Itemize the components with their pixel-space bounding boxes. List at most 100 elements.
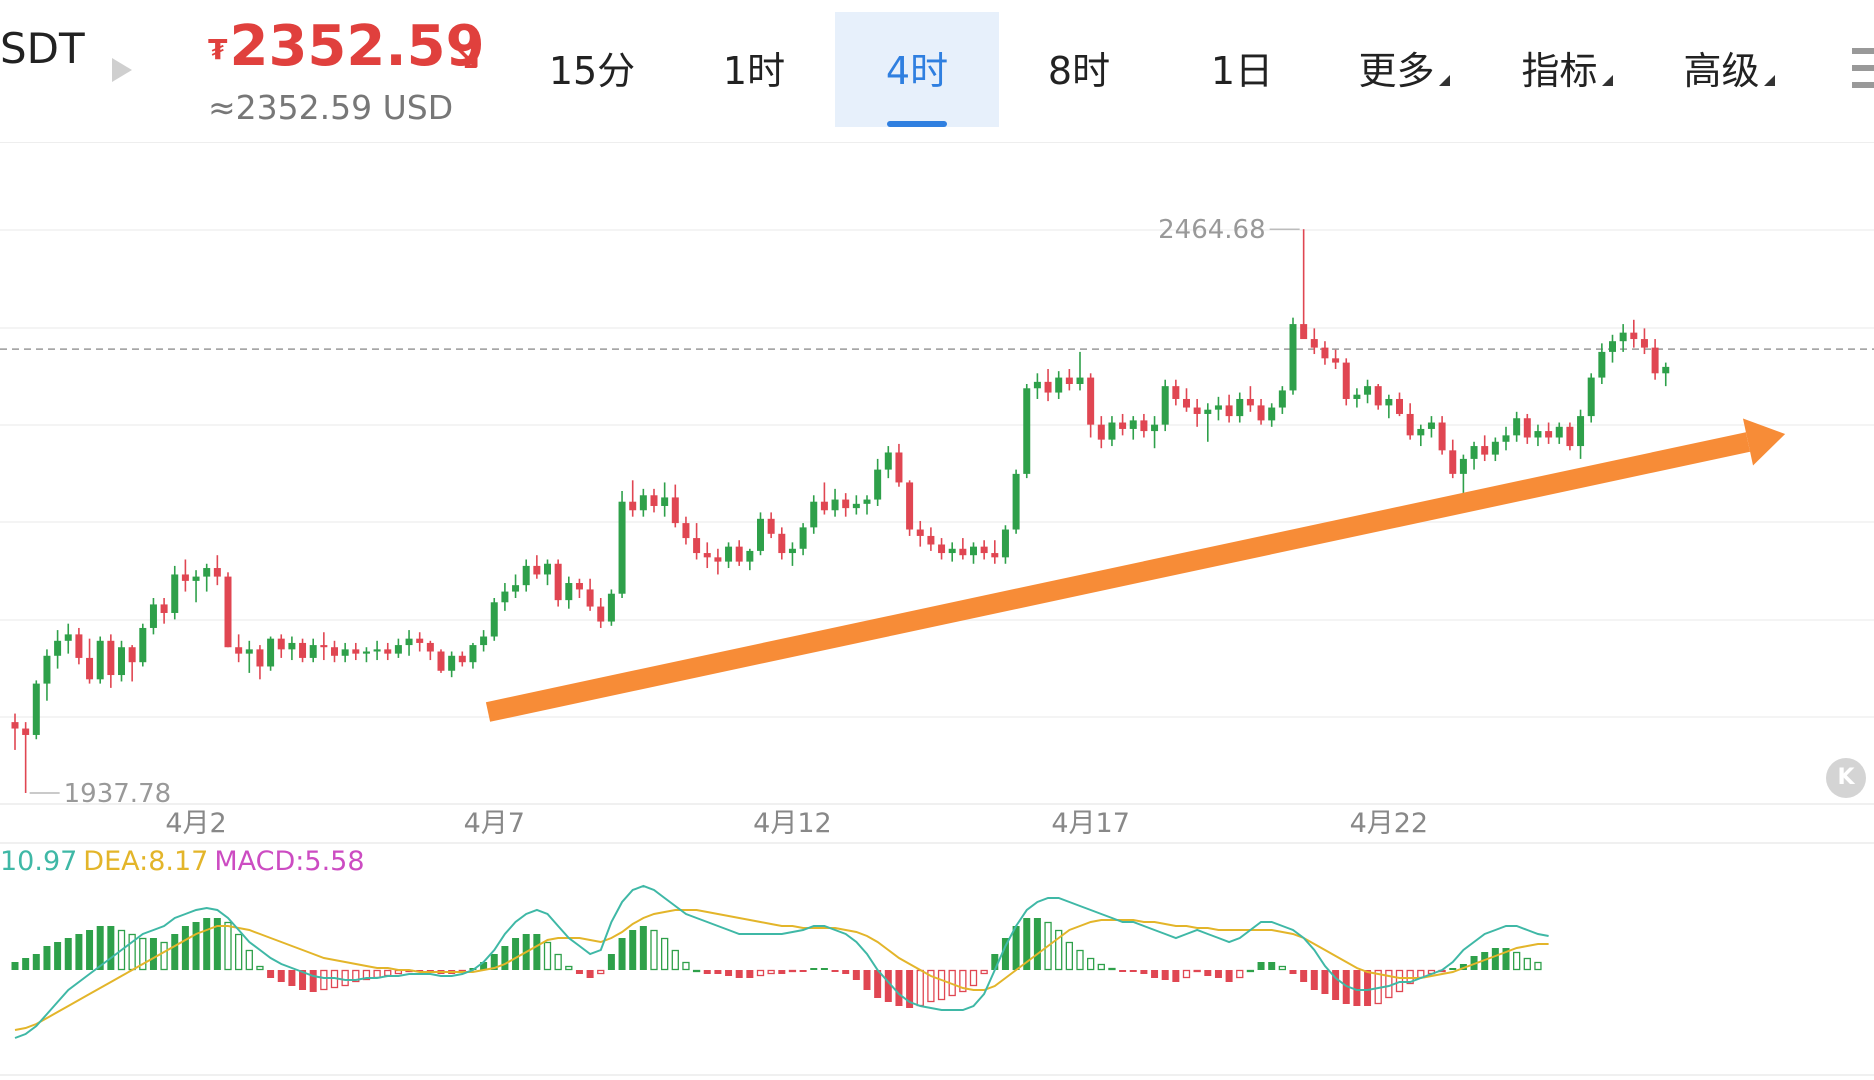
candle-body bbox=[1332, 358, 1340, 363]
macd-hist-bar bbox=[43, 946, 51, 970]
tab-label: 1日 bbox=[1210, 49, 1274, 93]
candle-body bbox=[288, 642, 296, 650]
macd-hist-bar bbox=[874, 970, 882, 998]
macd-hist-bar bbox=[703, 970, 711, 974]
candle-body bbox=[1342, 362, 1350, 399]
candle-body bbox=[1406, 413, 1414, 436]
candle-body bbox=[1619, 332, 1627, 342]
candle-body bbox=[1225, 405, 1233, 417]
candle-body bbox=[1087, 377, 1095, 425]
tab-4[interactable]: 1日 bbox=[1160, 12, 1324, 127]
tab-label: 15分 bbox=[548, 49, 636, 93]
candle-body bbox=[714, 557, 722, 562]
candle-body bbox=[96, 640, 104, 680]
x-tick-label: 4月12 bbox=[753, 808, 832, 839]
candle-body bbox=[1513, 418, 1521, 436]
macd-hist-bar bbox=[1278, 965, 1286, 971]
candle-body bbox=[160, 604, 168, 613]
candle-body bbox=[480, 636, 488, 646]
candle-body bbox=[1236, 398, 1244, 417]
candle-body bbox=[1364, 386, 1372, 395]
candle-body bbox=[320, 645, 328, 648]
candle-body bbox=[245, 649, 253, 654]
candle-body bbox=[501, 591, 509, 603]
candle-body bbox=[607, 593, 615, 622]
macd-hist-bar bbox=[288, 970, 296, 986]
candle-body bbox=[916, 529, 924, 536]
play-icon[interactable] bbox=[112, 58, 132, 82]
candle-body bbox=[1246, 398, 1254, 406]
macd-hist-bar bbox=[1449, 968, 1457, 970]
candle-body bbox=[362, 651, 370, 654]
macd-hist-bar bbox=[1023, 918, 1031, 970]
macd-hist-bar bbox=[501, 946, 509, 970]
menu-icon[interactable] bbox=[1852, 48, 1874, 88]
tab-label: 高级 bbox=[1683, 49, 1760, 93]
candle-body bbox=[927, 535, 935, 545]
tab-5[interactable]: 更多 bbox=[1322, 12, 1486, 127]
macd-hist-bar bbox=[32, 954, 40, 970]
macd-hist-bar bbox=[362, 969, 371, 981]
macd-hist-bar bbox=[160, 941, 168, 971]
x-tick-label: 4月2 bbox=[165, 808, 226, 839]
macd-hist-bar bbox=[565, 965, 573, 971]
macd-hist-bar bbox=[906, 970, 914, 1008]
macd-hist-bar bbox=[1001, 938, 1009, 970]
collapse-icon[interactable]: K bbox=[1826, 758, 1866, 798]
macd-hist-bar bbox=[543, 941, 552, 971]
candle-body bbox=[331, 647, 338, 656]
low-price-label: 1937.78 bbox=[64, 779, 172, 809]
macd-hist-bar bbox=[352, 969, 360, 983]
macd-hist-bar bbox=[1534, 961, 1542, 971]
candle-body bbox=[682, 523, 690, 539]
tab-6[interactable]: 指标 bbox=[1485, 12, 1649, 127]
candle-body bbox=[863, 499, 871, 504]
candle-body bbox=[650, 495, 658, 506]
macd-hist-bar bbox=[1236, 969, 1244, 979]
tab-1[interactable]: 1时 bbox=[672, 12, 836, 127]
candle-body bbox=[75, 634, 83, 658]
macd-hist-bar bbox=[64, 938, 72, 970]
candle-body bbox=[884, 452, 892, 470]
macd-hist-bar bbox=[618, 938, 626, 970]
tab-0[interactable]: 15分 bbox=[510, 12, 674, 127]
candle-body bbox=[11, 722, 19, 729]
candle-body bbox=[352, 649, 360, 654]
macd-hist-bar bbox=[373, 969, 381, 979]
candle-body bbox=[618, 501, 626, 594]
candle-body bbox=[299, 642, 307, 658]
macd-hist-bar bbox=[1129, 970, 1137, 972]
currency-symbol: ₮ bbox=[208, 33, 228, 66]
candle-body bbox=[852, 503, 860, 509]
macd-hist-bar bbox=[692, 969, 701, 973]
candle-body bbox=[32, 683, 40, 735]
macd-hist-bar bbox=[1012, 926, 1020, 970]
macd-hist-bar bbox=[171, 934, 179, 970]
macd-hist-bar bbox=[1055, 929, 1063, 971]
macd-hist-bar bbox=[554, 953, 562, 971]
macd-hist-bar bbox=[384, 969, 392, 977]
macd-hist-bar bbox=[96, 926, 104, 970]
tab-3[interactable]: 8时 bbox=[997, 12, 1161, 127]
macd-hist-bar bbox=[1076, 949, 1084, 971]
candle-body bbox=[629, 501, 637, 511]
macd-hist-bar bbox=[1364, 970, 1372, 1006]
tab-7[interactable]: 高级 bbox=[1647, 12, 1811, 127]
candle-body bbox=[1257, 405, 1265, 421]
candle-body bbox=[1651, 347, 1659, 374]
macd-hist-bar bbox=[725, 970, 733, 976]
macd-hist-bar bbox=[1321, 970, 1329, 994]
macd-hist-bar bbox=[1087, 957, 1095, 971]
tab-label: 8时 bbox=[1047, 49, 1111, 93]
macd-hist-bar bbox=[234, 933, 243, 971]
candle-body bbox=[1566, 426, 1574, 447]
candle-body bbox=[1640, 339, 1648, 348]
candle-body bbox=[341, 649, 349, 656]
macd-hist-bar bbox=[1214, 970, 1222, 978]
tab-2[interactable]: 4时 bbox=[835, 12, 999, 127]
candle-body bbox=[565, 583, 573, 601]
macd-hist-bar bbox=[490, 954, 498, 970]
candle-body bbox=[788, 548, 796, 554]
candle-body bbox=[970, 546, 977, 556]
